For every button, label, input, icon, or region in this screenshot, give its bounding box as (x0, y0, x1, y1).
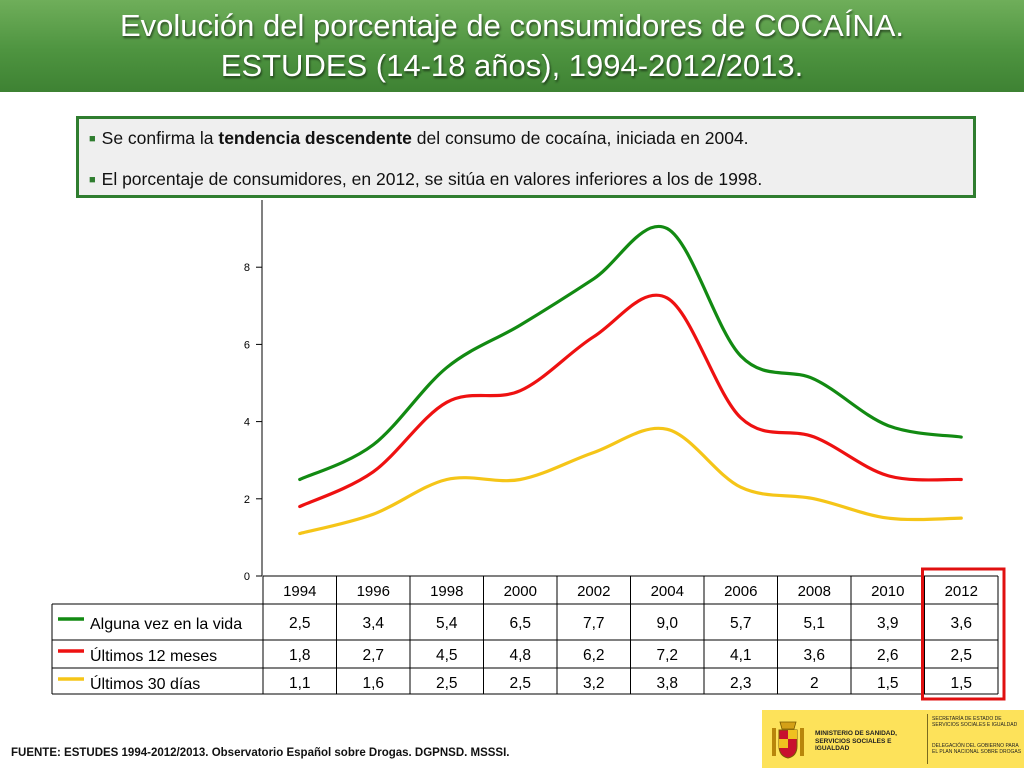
y-tick-label: 0 (244, 571, 250, 583)
x-category-label: 1998 (430, 583, 463, 600)
table-value-cell: 9,0 (656, 615, 678, 632)
legend-label-1: Últimos 12 meses (90, 646, 217, 665)
highlight-2012-box (921, 567, 1006, 701)
x-category-label: 1994 (283, 583, 316, 600)
slide-header: Evolución del porcentaje de consumidores… (0, 0, 1024, 92)
x-category-label: 1996 (357, 583, 390, 600)
table-value-cell: 2,5 (289, 615, 311, 632)
table-value-cell: 6,2 (583, 647, 605, 664)
legend-label-0: Alguna vez en la vida (90, 616, 242, 633)
finding-2: ■ El porcentaje de consumidores, en 2012,… (89, 169, 762, 190)
square-bullet-icon: ■ (89, 174, 96, 186)
ministry-name: MINISTERIO DE SANIDAD, SERVICIOS SOCIALE… (815, 730, 897, 752)
finding-2-text: El porcentaje de consumidores, en 2012, … (101, 169, 763, 189)
series-line-0 (298, 224, 963, 482)
finding-1-text-end: del consumo de cocaína, iniciada en 2004… (411, 128, 749, 148)
table-value-cell: 5,4 (436, 615, 458, 632)
x-category-label: 2012 (945, 583, 978, 600)
table-value-cell: 6,5 (509, 615, 531, 632)
x-category-label: 2006 (724, 583, 757, 600)
table-value-cell: 4,1 (730, 647, 752, 664)
data-table: 1994 1996 1998 2000 2002 2004 2006 2008 2010 2012… (51, 567, 1006, 701)
table-value-cell: 1,1 (289, 675, 311, 692)
table-value-cell: 3,8 (656, 675, 678, 692)
table-value-cell: 7,2 (656, 647, 678, 664)
table-value-cell: 2,3 (730, 675, 752, 692)
logo-separator (927, 714, 928, 764)
source-note: FUENTE: ESTUDES 1994-2012/2013. Observat… (11, 747, 510, 759)
slide-title-line-1: Evolución del porcentaje de consumidores… (119, 8, 905, 43)
legend-label-2: Últimos 30 días (90, 674, 200, 693)
table-value-cell: 4,8 (509, 647, 531, 664)
table-value-cell: 5,7 (730, 615, 752, 632)
table-value-cell: 1,6 (362, 675, 384, 692)
table-value-cell: 3,9 (877, 615, 899, 632)
y-tick-label: 4 (244, 417, 250, 429)
table-value-cell: 1,5 (950, 675, 972, 692)
series-line-1 (298, 293, 963, 509)
key-findings-box: ■ Se confirma la tendencia descendente de… (76, 116, 976, 198)
x-category-label: 2000 (504, 583, 537, 600)
table-value-cell: 2,6 (877, 647, 899, 664)
finding-1-text-start: Se confirma la (101, 128, 219, 148)
table-value-cell: 3,6 (803, 647, 825, 664)
series-line-2 (298, 426, 963, 536)
x-category-label: 2008 (798, 583, 831, 600)
y-tick-label: 6 (244, 339, 250, 351)
finding-1-emphasis: tendencia descendente (218, 128, 412, 148)
y-tick-label: 8 (244, 262, 250, 274)
table-value-cell: 2,5 (950, 647, 972, 664)
x-category-label: 2004 (651, 583, 684, 600)
spain-coat-of-arms-icon (772, 721, 804, 759)
table-value-cell: 7,7 (583, 615, 605, 632)
table-value-cell: 3,2 (583, 675, 605, 692)
finding-1: ■ Se confirma la tendencia descendente de… (89, 128, 749, 149)
x-category-label: 2010 (871, 583, 904, 600)
table-value-cell: 1,8 (289, 647, 311, 664)
table-value-cell: 2,5 (436, 675, 458, 692)
ministry-logo: MINISTERIO DE SANIDAD, SERVICIOS SOCIALE… (762, 710, 1024, 768)
table-value-cell: 1,5 (877, 675, 899, 692)
secretaria-name: SECRETARÍA DE ESTADO DE SERVICIOS SOCIAL… (932, 716, 1018, 728)
table-value-cell: 3,6 (950, 615, 972, 632)
table-value-cell: 4,5 (436, 647, 458, 664)
plot-axes: 0 2 4 6 8 (244, 200, 263, 583)
table-value-cell: 2,5 (509, 675, 531, 692)
table-value-cell: 5,1 (803, 615, 825, 632)
table-value-cell: 2 (810, 675, 819, 692)
x-category-label: 2002 (577, 583, 610, 600)
table-value-cell: 2,7 (362, 647, 384, 664)
plot-lines (298, 224, 963, 536)
y-tick-label: 2 (244, 494, 250, 506)
table-value-cell: 3,4 (362, 615, 384, 632)
delegacion-name: DELEGACIÓN DEL GOBIERNO PARA EL PLAN NAC… (932, 743, 1022, 755)
square-bullet-icon: ■ (89, 133, 96, 145)
slide-title-line-2: ESTUDES (14-18 años), 1994-2012/2013. (220, 48, 804, 83)
